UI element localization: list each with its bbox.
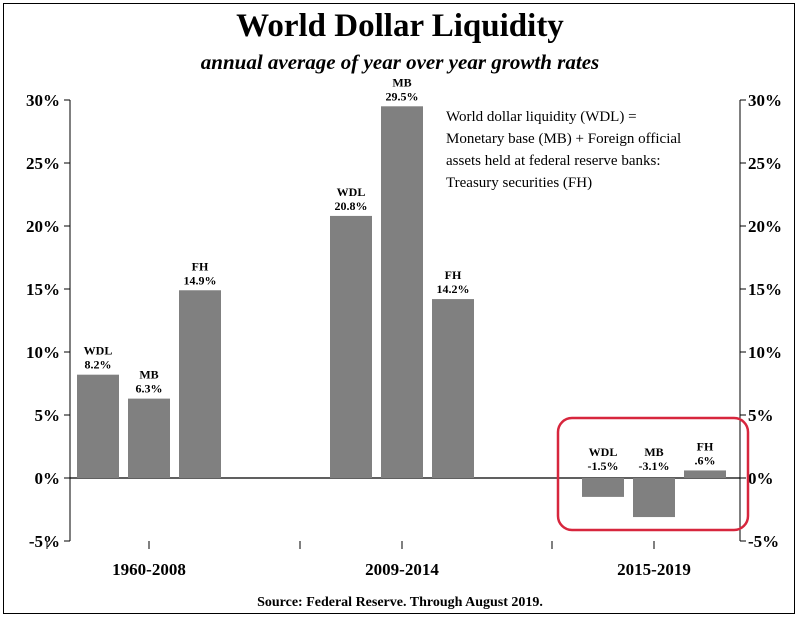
right-y-tick-label: 20% [748, 217, 782, 236]
bar-series-label: MB [139, 368, 158, 382]
bar-value-label: -3.1% [639, 459, 670, 473]
bar-series-label: WDL [589, 445, 618, 459]
bar-value-label: 14.2% [437, 282, 470, 296]
bar-value-label: 8.2% [85, 358, 112, 372]
bar-value-label: .6% [695, 453, 716, 467]
right-y-tick-label: 10% [748, 343, 782, 362]
bar-mb [633, 478, 675, 518]
bar-value-label: 29.5% [386, 89, 419, 103]
x-category-label: 2009-2014 [365, 560, 439, 579]
bar-series-label: WDL [84, 344, 113, 358]
bar-wdl [77, 374, 119, 478]
bar-mb [128, 398, 170, 478]
highlight-box [556, 416, 750, 532]
right-y-tick-label: 30% [748, 91, 782, 110]
left-y-tick-label: 5% [35, 406, 61, 425]
right-y-tick-label: 15% [748, 280, 782, 299]
left-y-tick-label: 25% [26, 154, 60, 173]
bar-value-label: 6.3% [136, 382, 163, 396]
x-category-label: 1960-2008 [112, 560, 186, 579]
bar-value-label: -1.5% [588, 459, 619, 473]
bar-value-label: 20.8% [335, 199, 368, 213]
bar-value-label: 14.9% [184, 273, 217, 287]
left-y-tick-label: 20% [26, 217, 60, 236]
chart-frame [3, 3, 795, 614]
note-line: World dollar liquidity (WDL) = [446, 109, 637, 125]
bar-series-label: MB [392, 75, 411, 89]
source-note: Source: Federal Reserve. Through August … [257, 595, 543, 610]
bar-series-label: FH [445, 268, 462, 282]
bar-wdl [582, 478, 624, 497]
x-category-label: 2015-2019 [617, 560, 691, 579]
right-y-tick-label: -5% [748, 532, 779, 551]
bar-wdl [330, 215, 372, 479]
left-y-tick-label: 0% [35, 469, 61, 488]
left-y-tick-label: 15% [26, 280, 60, 299]
note-line: assets held at federal reserve banks: [446, 153, 661, 169]
bar-mb [381, 106, 423, 479]
bar-series-label: FH [192, 259, 209, 273]
right-y-tick-label: 25% [748, 154, 782, 173]
bar-fh [684, 470, 726, 478]
left-y-tick-label: -5% [29, 532, 60, 551]
bar-series-label: MB [644, 445, 663, 459]
left-y-tick-label: 10% [26, 343, 60, 362]
left-y-tick-label: 30% [26, 91, 60, 110]
right-y-tick-label: 0% [748, 469, 774, 488]
definition-note: World dollar liquidity (WDL) = Monetary … [446, 106, 736, 194]
note-line: Monetary base (MB) + Foreign official [446, 131, 682, 147]
bar-fh [179, 290, 221, 478]
right-y-tick-label: 5% [748, 406, 774, 425]
chart-subtitle: annual average of year over year growth … [200, 50, 600, 74]
note-line: Treasury securities (FH) [446, 175, 593, 191]
chart-title: World Dollar Liquidity [236, 8, 564, 44]
bar-fh [432, 299, 474, 478]
bar-series-label: FH [697, 439, 714, 453]
bar-series-label: WDL [337, 185, 366, 199]
